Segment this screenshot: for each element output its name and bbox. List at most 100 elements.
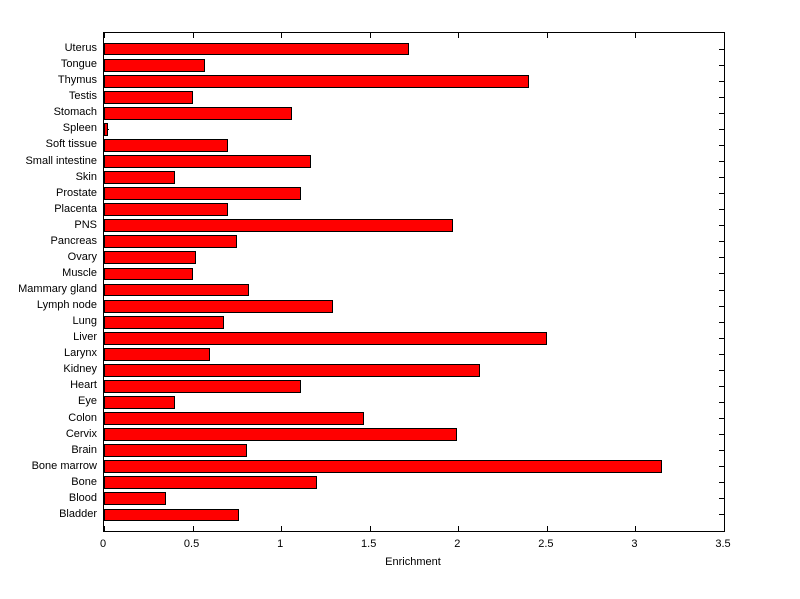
y-tick-label: Cervix (65, 427, 97, 440)
y-tick-mark (719, 80, 724, 82)
y-tick-mark (719, 144, 724, 146)
x-tick-mark (724, 33, 725, 38)
x-tick-mark (192, 33, 194, 38)
bar (104, 331, 547, 345)
bar (104, 235, 237, 249)
y-tick-label: Liver (73, 331, 97, 344)
bar (104, 106, 292, 120)
y-tick-mark (719, 514, 724, 516)
y-tick-label: Pancreas (50, 234, 97, 247)
y-tick-mark (719, 96, 724, 98)
bar (104, 428, 457, 442)
bar (104, 219, 453, 233)
bar (104, 187, 301, 201)
x-tick-mark (635, 526, 637, 531)
bar (104, 203, 228, 217)
bar (104, 460, 662, 474)
y-tick-label: Lymph node (36, 299, 97, 312)
y-tick-label: Muscle (62, 266, 97, 279)
bar (104, 58, 205, 72)
y-tick-mark (719, 305, 724, 307)
y-tick-label: Larynx (63, 347, 97, 360)
y-tick-mark (719, 450, 724, 452)
x-tick-mark (635, 33, 637, 38)
y-tick-label: Spleen (62, 122, 97, 135)
bar (104, 139, 228, 152)
y-tick-mark (719, 241, 724, 243)
y-tick-mark (719, 177, 724, 179)
x-tick-label: 2.5 (538, 538, 554, 550)
x-tick-mark (192, 526, 194, 531)
y-tick-label: Tongue (60, 58, 97, 71)
x-tick-mark (104, 526, 105, 531)
bar (104, 267, 193, 281)
y-tick-mark (719, 64, 724, 66)
y-tick-label: Brain (71, 443, 97, 456)
y-tick-label: Soft tissue (45, 138, 97, 151)
y-tick-label: Heart (70, 379, 97, 392)
x-tick-mark (104, 33, 105, 38)
x-tick-mark (458, 526, 460, 531)
y-tick-mark (719, 385, 724, 387)
x-tick-mark (281, 526, 283, 531)
y-tick-mark (719, 273, 724, 275)
y-tick-label: Thymus (57, 74, 97, 87)
bar (104, 476, 317, 490)
y-tick-label: Stomach (53, 106, 97, 119)
x-axis-label: Enrichment (385, 556, 441, 568)
bar (104, 90, 193, 104)
plot-area (103, 32, 725, 532)
bar (104, 155, 312, 168)
bar (104, 315, 225, 329)
y-tick-label: Testis (68, 90, 97, 103)
y-tick-label: Blood (68, 491, 97, 504)
y-tick-mark (719, 209, 724, 211)
y-tick-label: PNS (74, 218, 97, 231)
x-tick-mark (369, 526, 371, 531)
y-tick-mark (719, 418, 724, 420)
y-tick-mark (719, 498, 724, 500)
bar (104, 74, 530, 88)
y-tick-label: Uterus (64, 42, 97, 55)
bar (104, 347, 211, 361)
y-tick-mark (719, 466, 724, 468)
y-tick-mark (719, 225, 724, 227)
x-tick-mark (724, 526, 725, 531)
bar (104, 379, 301, 393)
x-tick-label: 1.5 (361, 538, 377, 550)
bar (104, 171, 175, 184)
y-tick-label: Bone (71, 475, 97, 488)
y-tick-label: Kidney (63, 363, 97, 376)
x-tick-label: 0 (99, 538, 107, 550)
y-tick-mark (719, 321, 724, 323)
y-tick-mark (719, 434, 724, 436)
y-tick-mark (719, 112, 724, 114)
bar (104, 283, 250, 297)
y-tick-mark (719, 257, 724, 259)
x-tick-label: 3 (631, 538, 638, 550)
bar (104, 42, 409, 56)
bar (104, 251, 197, 265)
y-tick-label: Small intestine (25, 154, 97, 167)
y-tick-mark (719, 482, 724, 484)
y-tick-label: Colon (68, 411, 97, 424)
x-tick-mark (458, 33, 460, 38)
y-tick-label: Prostate (56, 186, 97, 199)
y-tick-mark (719, 401, 724, 403)
y-tick-label: Bone marrow (31, 459, 97, 472)
y-tick-mark (719, 128, 724, 130)
bar (104, 444, 248, 458)
x-tick-mark (369, 33, 371, 38)
y-tick-label: Bladder (59, 507, 97, 520)
y-tick-mark (719, 48, 724, 50)
bar (104, 508, 239, 522)
y-tick-label: Mammary gland (18, 283, 97, 296)
x-tick-label: 1 (277, 538, 284, 550)
bar (104, 492, 166, 506)
bar (104, 412, 365, 425)
y-tick-label: Eye (78, 395, 97, 408)
bar (104, 122, 108, 136)
y-tick-mark (719, 337, 724, 339)
x-tick-label: 0.5 (183, 538, 200, 550)
